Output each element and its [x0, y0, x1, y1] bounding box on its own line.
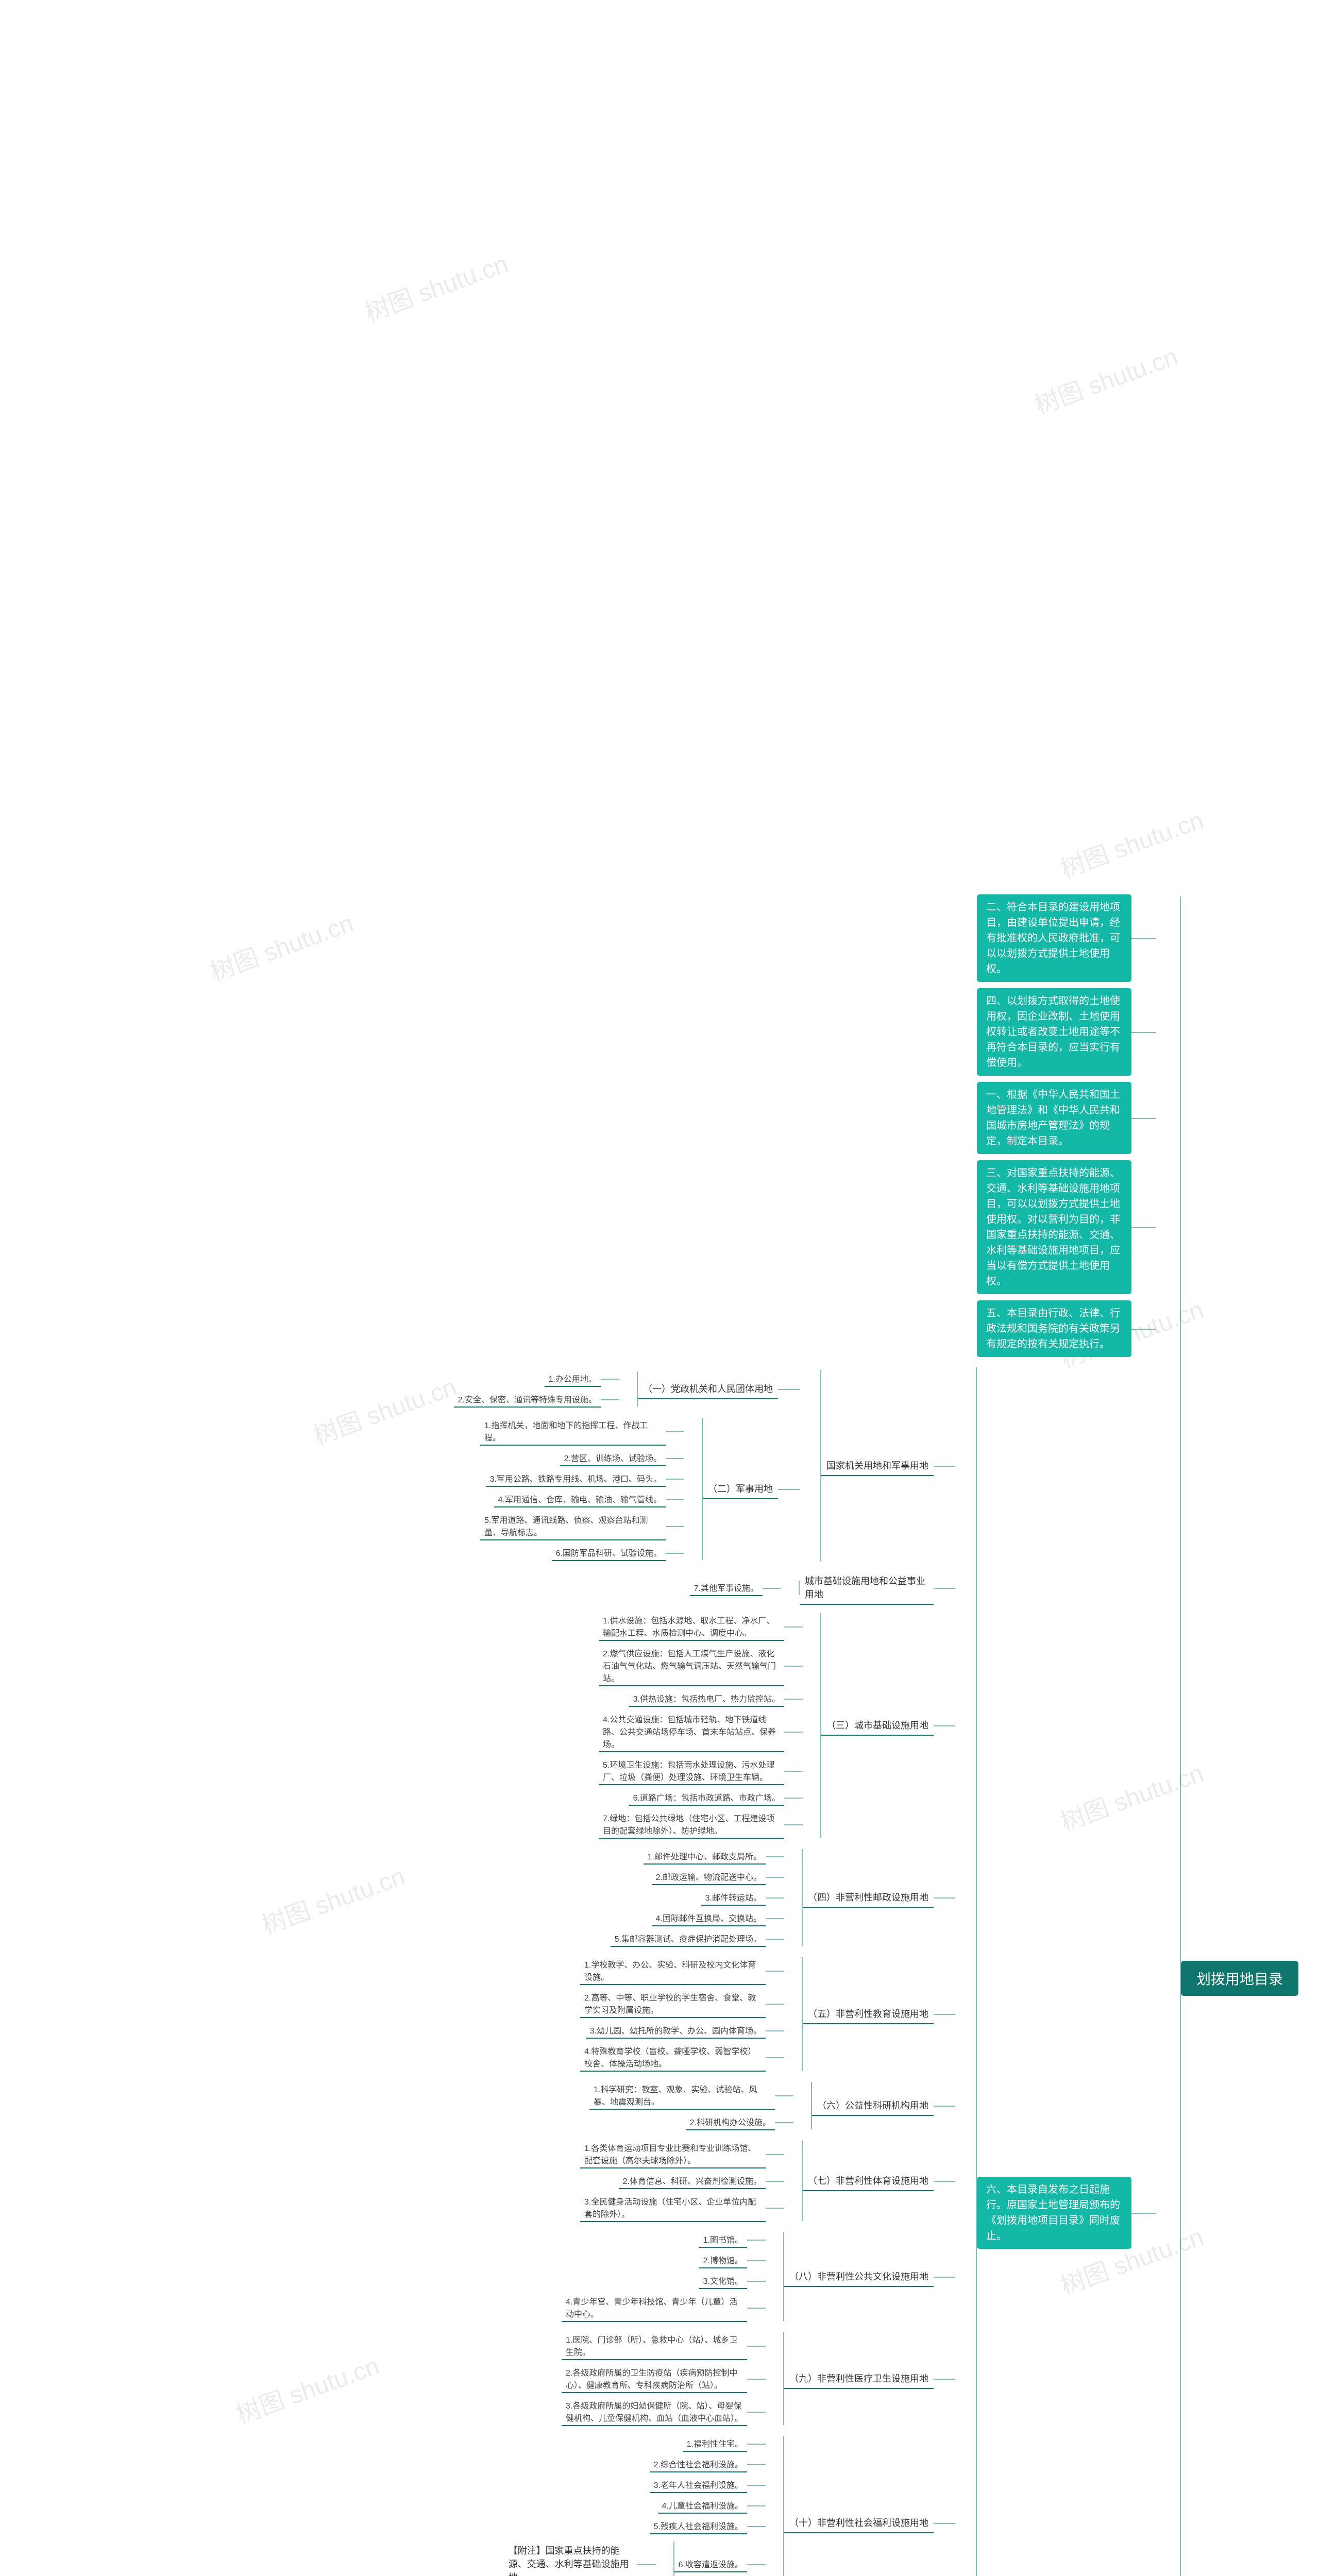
l1-node-3: 三、对国家重点扶持的能源、交通、水利等基础设施用地项目，可以以划拨方式提供土地使… [977, 1160, 1131, 1294]
headings-list: 国家机关用地和军事用地 （一）党政机关和人民团体用地 1.办公用地。 2.安全、… [447, 1363, 977, 2576]
leaf: 3.幼儿园、幼托所的教学、办公、园内体育场。 [586, 2022, 766, 2039]
leaf: 7.绿地：包括公共绿地（住宅小区、工程建设项目的配套绿地除外）、防护绿地。 [599, 1810, 784, 1839]
leaf: 4.青少年宫、青少年科技馆、青少年（儿童）活动中心。 [562, 2293, 747, 2322]
cat-6-leaves: 1.科学研究：教室、观象、实验、试验站、风暴、地震观测台。 2.科研机构办公设施… [589, 2079, 812, 2132]
heading-c-holder: 【附注】国家重点扶持的能源、交通、水利等基础设施用地 [503, 2538, 674, 2576]
leaf: 2.体育信息、科研、兴奋剂检测设施。 [619, 2173, 766, 2189]
leaf: 4.军用通信、仓库、输电、输油、输气管线。 [494, 1491, 666, 1507]
leaf: 3.军用公路、铁路专用线、机场、港口、码头。 [486, 1470, 666, 1487]
leaf: 1.办公用地。 [545, 1370, 601, 1387]
mindmap-root-container: 划拨用地目录 二、符合本目录的建设用地项目，由建设单位提出申请，经有批准权的人民… [21, 21, 1298, 2576]
leaf: 4.国际邮件互换局、交换站。 [652, 1910, 766, 1926]
leaf: 1.指挥机关，地面和地下的指挥工程、作战工程。 [480, 1417, 666, 1446]
leaf: 6.道路广场：包括市政道路、市政广场。 [629, 1789, 784, 1806]
leaf: 6.收容遣返设施。 [674, 2556, 747, 2572]
leaf: 1.福利性住宅。 [683, 2435, 747, 2452]
leaf: 2.科研机构办公设施。 [686, 2114, 775, 2130]
leaf: 3.文化馆。 [699, 2273, 747, 2289]
leaf: 1.供水设施：包括水源地、取水工程、净水厂、输配水工程、水质检测中心、调度中心。 [599, 1612, 784, 1641]
leaf: 4.儿童社会福利设施。 [658, 2497, 747, 2514]
l1-node-4: 四、以划拨方式取得的土地使用权，因企业改制、土地使用权转让或者改变土地用途等不再… [977, 988, 1131, 1076]
cat-4-leaves: 1.邮件处理中心、邮政支局所。 2.邮政运输、物流配送中心。 3.邮件转运站。 … [611, 1846, 803, 1949]
leaf: 1.科学研究：教室、观象、实验、试验站、风暴、地震观测台。 [589, 2081, 775, 2110]
leaf: 4.特殊教育学校（盲校、聋哑学校、弱智学校）校舍、体操活动场地。 [580, 2043, 766, 2072]
heading-b-suffix: 7.其他军事设施。 [690, 1578, 800, 1598]
leaf: 2.各级政府所属的卫生防疫站（疾病预防控制中心）、健康教育所、专科疾病防治所（站… [562, 2364, 747, 2393]
leaf: 2.燃气供应设施：包括人工煤气生产设施、液化石油气气化站、燃气输气调压站、天然气… [599, 1645, 784, 1686]
cat-10-leaves: 1.福利性住宅。 2.综合性社会福利设施。 3.老年人社会福利设施。 4.儿童社… [503, 2433, 784, 2576]
cat-9-leaves: 1.医院、门诊部（所）、急救中心（站）、城乡卫生院。 2.各级政府所属的卫生防疫… [562, 2329, 784, 2428]
cat-5: （五）非营利性教育设施用地 [803, 2004, 934, 2024]
leaf: 6.国防军品科研、试验设施。 [552, 1545, 666, 1561]
leaf: 2.邮政运输、物流配送中心。 [652, 1869, 766, 1885]
leaf: 1.各类体育运动项目专业比赛和专业训练场馆、配套设施（高尔夫球场除外）。 [580, 2140, 766, 2168]
leaf: 3.全民健身活动设施（住宅小区、企业单位内配套的除外）。 [580, 2193, 766, 2222]
leaf: 4.公共交通设施：包括城市轻轨、地下铁道线路、公共交通站场停车场、首末车站站点、… [599, 1711, 784, 1752]
cat-5-leaves: 1.学校教学、办公、实验、科研及校内文化体育设施。 2.高等、中等、职业学校的学… [580, 1954, 803, 2074]
leaf: 2.安全、保密、通讯等特殊专用设施。 [454, 1391, 601, 1408]
leaf: 3.各级政府所属的妇幼保健所（院、站）、母婴保健机构、儿童保健机构、血站（血液中… [562, 2397, 747, 2426]
leaf: 3.邮件转运站。 [701, 1889, 766, 1906]
leaf-c2-7: 7.其他军事设施。 [690, 1580, 763, 1596]
leaf: 2.综合性社会福利设施。 [650, 2456, 747, 2472]
leaf: 1.医院、门诊部（所）、急救中心（站）、城乡卫生院。 [562, 2331, 747, 2360]
cat-9: （九）非营利性医疗卫生设施用地 [784, 2368, 934, 2389]
cat-8-leaves: 1.图书馆。 2.博物馆。 3.文化馆。 4.青少年宫、青少年科技馆、青少年（儿… [562, 2229, 784, 2324]
leaf: 5.军用道路、通讯线路、侦察、观察台站和测量、导航标志。 [480, 1512, 666, 1540]
cat-4: （四）非营利性邮政设施用地 [803, 1887, 934, 1908]
cat-1: （一）党政机关和人民团体用地 [638, 1379, 778, 1399]
cat-8: （八）非营利性公共文化设施用地 [784, 2266, 934, 2287]
cat-1-leaves: 1.办公用地。 2.安全、保密、通讯等特殊专用设施。 [454, 1368, 638, 1410]
l1-node-5: 五、本目录由行政、法律、行政法规和国务院的有关政策另有规定的按有关规定执行。 [977, 1300, 1131, 1357]
cat-2: （二）军事用地 [703, 1479, 778, 1499]
root-node: 划拨用地目录 [1181, 1961, 1298, 1996]
leaf: 1.学校教学、办公、实验、科研及校内文化体育设施。 [580, 1956, 766, 1985]
heading-c: 【附注】国家重点扶持的能源、交通、水利等基础设施用地 [503, 2540, 637, 2576]
level1-list: 二、符合本目录的建设用地项目，由建设单位提出申请，经有批准权的人民政府批准，可以… [447, 891, 1181, 2576]
l1-node-6: 六、本目录自发布之日起施行。原国家土地管理局颁布的《划拨用地项目目录》同时废止。 [977, 2177, 1131, 2249]
cat-2-leaves: 1.指挥机关，地面和地下的指挥工程、作战工程。 2.营区、训练场、试验场。 3.… [480, 1415, 703, 1563]
leaf: 5.残疾人社会福利设施。 [650, 2518, 747, 2534]
leaf: 1.图书馆。 [699, 2231, 747, 2248]
cat-7-leaves: 1.各类体育运动项目专业比赛和专业训练场馆、配套设施（高尔夫球场除外）。 2.体… [580, 2138, 803, 2224]
leaf: 5.集邮容器测试、疫症保护消配处理场。 [611, 1930, 766, 1947]
leaf: 5.环境卫生设施：包括雨水处理设施、污水处理厂、垃圾（粪便）处理设施、环境卫生车… [599, 1756, 784, 1785]
leaf: 2.营区、训练场、试验场。 [560, 1450, 666, 1466]
cat-6: （六）公益性科研机构用地 [812, 2095, 934, 2116]
l1-node-2: 二、符合本目录的建设用地项目，由建设单位提出申请，经有批准权的人民政府批准，可以… [977, 894, 1131, 982]
cat-3: （三）城市基础设施用地 [821, 1715, 934, 1736]
leaf: 1.邮件处理中心、邮政支局所。 [644, 1848, 766, 1865]
heading-a: 国家机关用地和军事用地 [821, 1455, 934, 1476]
leaf: 3.老年人社会福利设施。 [650, 2477, 747, 2493]
cat-7: （七）非营利性体育设施用地 [803, 2171, 934, 2191]
leaf: 2.高等、中等、职业学校的学生宿舍、食堂、教学实习及附属设施。 [580, 1989, 766, 2018]
leaf: 3.供热设施：包括热电厂、热力监控站。 [629, 1690, 784, 1707]
cat-3-leaves: 1.供水设施：包括水源地、取水工程、净水厂、输配水工程、水质检测中心、调度中心。… [599, 1610, 821, 1841]
l1-node-1: 一、根据《中华人民共和国土地管理法》和《中华人民共和国城市房地产管理法》的规定，… [977, 1082, 1131, 1154]
heading-b: 城市基础设施用地和公益事业用地 [800, 1571, 934, 1605]
cat-10: （十）非营利性社会福利设施用地 [784, 2513, 934, 2533]
leaf: 2.博物馆。 [699, 2252, 747, 2268]
heading-a-cats: （一）党政机关和人民团体用地 1.办公用地。 2.安全、保密、通讯等特殊专用设施… [454, 1366, 821, 1566]
